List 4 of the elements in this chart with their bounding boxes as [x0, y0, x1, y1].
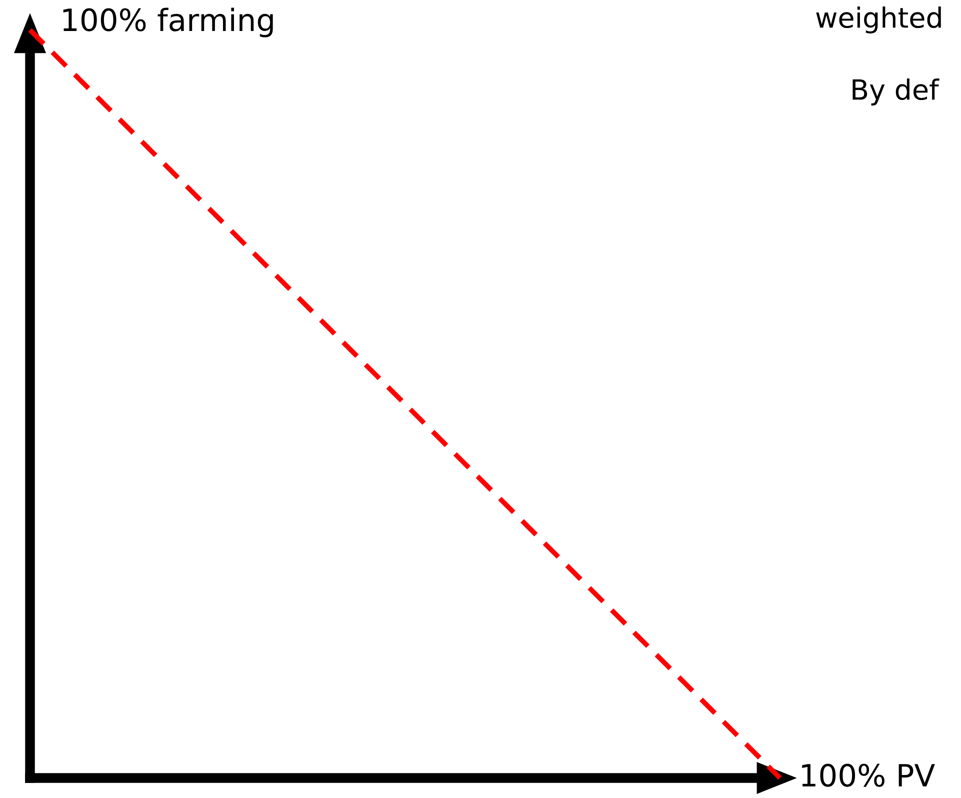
annotation: weighted: [816, 6, 941, 34]
x-axis-title: 100% PV: [802, 764, 935, 787]
y-axis-title: 100% farming: [63, 8, 273, 38]
annotation: By def: [852, 78, 940, 106]
